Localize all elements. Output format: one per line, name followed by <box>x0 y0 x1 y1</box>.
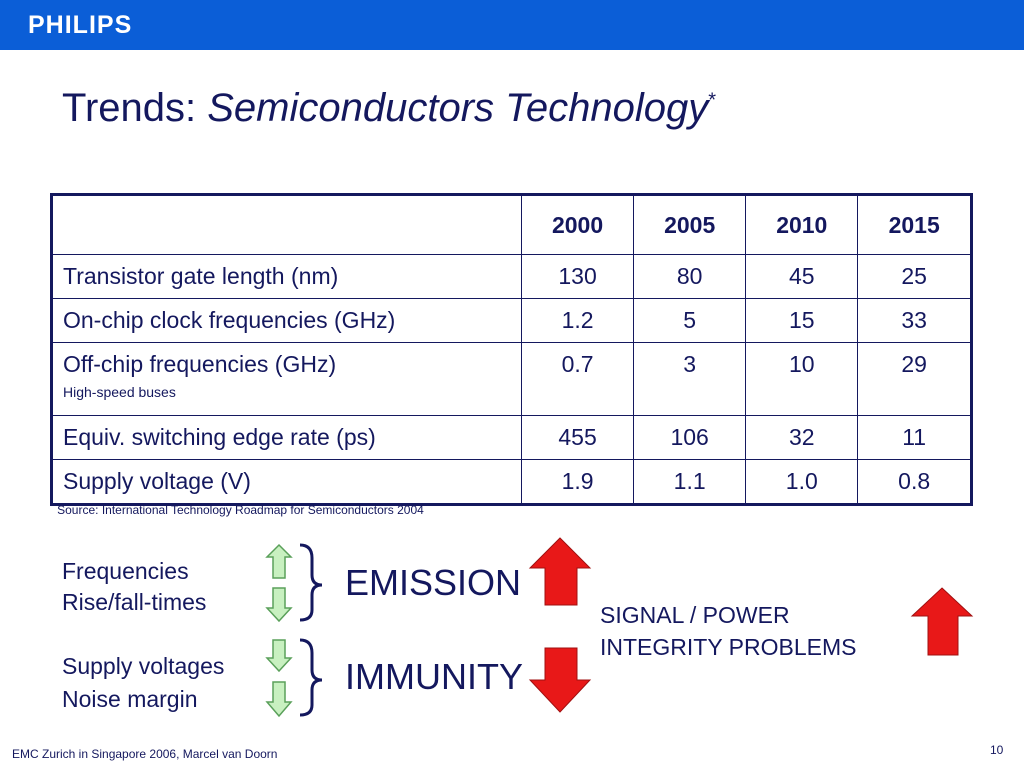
column-header: 2015 <box>857 194 972 255</box>
label: Transistor gate length (nm) <box>63 263 339 289</box>
immunity-items: Supply voltages Noise margin <box>62 650 224 716</box>
row: Off-chip frequencies (GHz) High-speed bus… <box>51 342 972 416</box>
cell: 11 <box>857 415 972 460</box>
footnote: *Source: International Technology Roadma… <box>54 502 424 517</box>
title-plain: Trends: <box>62 86 208 130</box>
item: Supply voltages <box>62 653 225 679</box>
cell: 10 <box>745 342 859 416</box>
cell: 1.1 <box>633 459 747 505</box>
title: Trends: Semiconductors Technology* <box>62 86 716 131</box>
cell: 25 <box>857 254 972 299</box>
row-label: Supply voltage (V) <box>51 459 522 505</box>
cell: 1.2 <box>520 298 635 343</box>
row: On-chip clock frequencies (GHz) 1.2 5 15 33 <box>51 298 972 343</box>
row: Transistor gate length (nm) 130 80 45 25 <box>51 254 972 299</box>
cell: 455 <box>520 415 635 460</box>
cell: 29 <box>857 342 972 416</box>
row-label: Off-chip frequencies (GHz) High-speed bus… <box>51 342 522 416</box>
red-arrows <box>528 537 974 713</box>
cell: 3 <box>633 342 747 416</box>
cell: 130 <box>520 254 635 299</box>
item: Noise margin <box>62 686 198 712</box>
emission-items: Frequencies Rise/fall-times <box>62 556 206 618</box>
item: Rise/fall-times <box>62 589 207 615</box>
cell: 80 <box>633 254 747 299</box>
title-mark: * <box>708 89 717 112</box>
cell: 33 <box>857 298 972 343</box>
cell: 15 <box>745 298 859 343</box>
row: Equiv. switching edge rate (ps) 455 106 32 1… <box>51 415 972 460</box>
row: Supply voltage (V) 1.9 1.1 1.0 0.8 <box>51 459 972 505</box>
result-line: INTEGRITY PROBLEMS <box>600 634 857 660</box>
row-label: On-chip clock frequencies (GHz) <box>51 298 522 343</box>
page-number: 10 <box>990 743 1004 757</box>
cell: 0.7 <box>520 342 635 416</box>
cell: 1.0 <box>745 459 859 505</box>
cell: 45 <box>745 254 859 299</box>
result: SIGNAL / POWER INTEGRITY PROBLEMS <box>600 599 856 663</box>
label: Equiv. switching edge rate (ps) <box>63 424 376 450</box>
cell: 1.9 <box>520 459 635 505</box>
label: Supply voltage (V) <box>63 468 251 494</box>
braces <box>299 543 323 717</box>
note: High-speed buses <box>63 384 176 400</box>
immunity-label: IMMUNITY <box>345 656 523 697</box>
footnote-text: Source: International Technology Roadmap… <box>57 503 424 517</box>
cell: 0.8 <box>857 459 972 505</box>
corner-cell <box>51 194 522 255</box>
column-header: 2010 <box>745 194 859 255</box>
column-header: 2005 <box>633 194 747 255</box>
cell: 106 <box>633 415 747 460</box>
column-header: 2000 <box>520 194 635 255</box>
header-bar <box>0 0 1024 50</box>
logo: PHILIPS <box>28 11 133 39</box>
item: Frequencies <box>62 558 189 584</box>
result-line: SIGNAL / POWER <box>600 602 790 628</box>
arrows <box>265 537 974 718</box>
row-label: Transistor gate length (nm) <box>51 254 522 299</box>
footnote-mark: * <box>54 502 58 511</box>
label: On-chip clock frequencies (GHz) <box>63 307 396 333</box>
cell: 5 <box>633 298 747 343</box>
emission-label: EMISSION <box>345 562 522 603</box>
title-italic: Semiconductors Technology <box>207 86 709 130</box>
header-row: 2000 2005 2010 2015 <box>51 194 972 255</box>
table: 2000 2005 2010 2015 Transistor gate length (… <box>50 193 973 506</box>
label: Off-chip frequencies (GHz) <box>63 351 337 377</box>
footer: EMC Zurich in Singapore 2006, Marcel van… <box>12 747 278 761</box>
cell: 32 <box>745 415 859 460</box>
green-arrows <box>265 543 293 718</box>
row-label: Equiv. switching edge rate (ps) <box>51 415 522 460</box>
